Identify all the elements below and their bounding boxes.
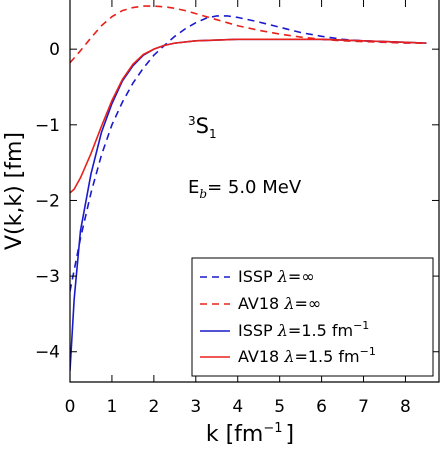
series-layer — [70, 5, 427, 371]
legend-lambda: λ — [283, 347, 294, 366]
x-axis-title-tail: ] — [286, 422, 295, 447]
x-tick-label: 7 — [358, 397, 369, 417]
legend-entry-4: AV18 λ=1.5 fm−1 — [238, 345, 376, 366]
annotation-energy-sub: b — [199, 187, 207, 201]
legend-lambda-value: =1.5 — [294, 347, 333, 366]
annotation-energy-main: E — [188, 177, 199, 198]
x-tick-label: 6 — [316, 397, 327, 417]
legend-lambda: λ — [283, 294, 294, 313]
annotation-wave-main: S — [196, 114, 209, 138]
tick-labels-layer: 0 1 2 3 4 5 6 7 8 −4 −3 −2 −1 0 — [35, 40, 411, 417]
legend-name: ISSP — [238, 321, 278, 340]
x-tick-label: 0 — [65, 397, 76, 417]
x-tick-label: 1 — [107, 397, 118, 417]
y-tick-label: 0 — [49, 40, 60, 60]
x-axis-title: k [fm−1] — [206, 421, 294, 447]
annotation-wave-pre: 3 — [188, 114, 196, 128]
legend-box — [191, 257, 434, 377]
legend-unit: fm — [333, 347, 359, 366]
legend-name: AV18 — [238, 294, 284, 313]
y-tick-label: −3 — [35, 267, 60, 287]
y-tick-label: −2 — [35, 191, 60, 211]
annotation-energy: Eb= 5.0 MeV — [188, 177, 302, 201]
legend-lambda-value: =∞ — [294, 294, 321, 313]
legend-unit: fm — [327, 321, 353, 340]
legend-unit-sup: −1 — [360, 345, 376, 358]
y-axis-title: V(k,k) [fm] — [2, 132, 27, 250]
annotation-wave-sub: 1 — [209, 127, 217, 141]
x-tick-label: 2 — [148, 397, 159, 417]
legend-unit-sup: −1 — [353, 319, 369, 332]
x-tick-label: 8 — [400, 397, 411, 417]
legend-entry-2: AV18 λ=∞ — [238, 294, 321, 313]
annotation-energy-rest: = 5.0 MeV — [207, 177, 302, 198]
x-tick-label: 5 — [274, 397, 285, 417]
x-tick-label: 3 — [190, 397, 201, 417]
series-line-4 — [70, 38, 427, 194]
legend-lambda-value: =∞ — [288, 267, 315, 286]
y-tick-label: −1 — [35, 116, 60, 136]
legend-lambda: λ — [277, 321, 288, 340]
legend-name: AV18 — [238, 347, 284, 366]
legend-lambda-value: =1.5 — [288, 321, 327, 340]
legend-entry-1: ISSP λ=∞ — [238, 267, 315, 286]
series-line-2 — [70, 5, 427, 64]
plot-frame — [69, 0, 440, 383]
x-tick-label: 4 — [232, 397, 243, 417]
x-axis-title-sup: −1 — [263, 421, 282, 436]
legend-name: ISSP — [238, 267, 278, 286]
series-line-1 — [70, 15, 427, 292]
legend-lambda: λ — [277, 267, 288, 286]
annotation-wave: 3S1 — [188, 114, 217, 141]
legend-entry-3: ISSP λ=1.5 fm−1 — [238, 319, 369, 340]
y-tick-label: −4 — [35, 343, 60, 363]
x-axis-title-main: k [fm — [206, 422, 264, 447]
